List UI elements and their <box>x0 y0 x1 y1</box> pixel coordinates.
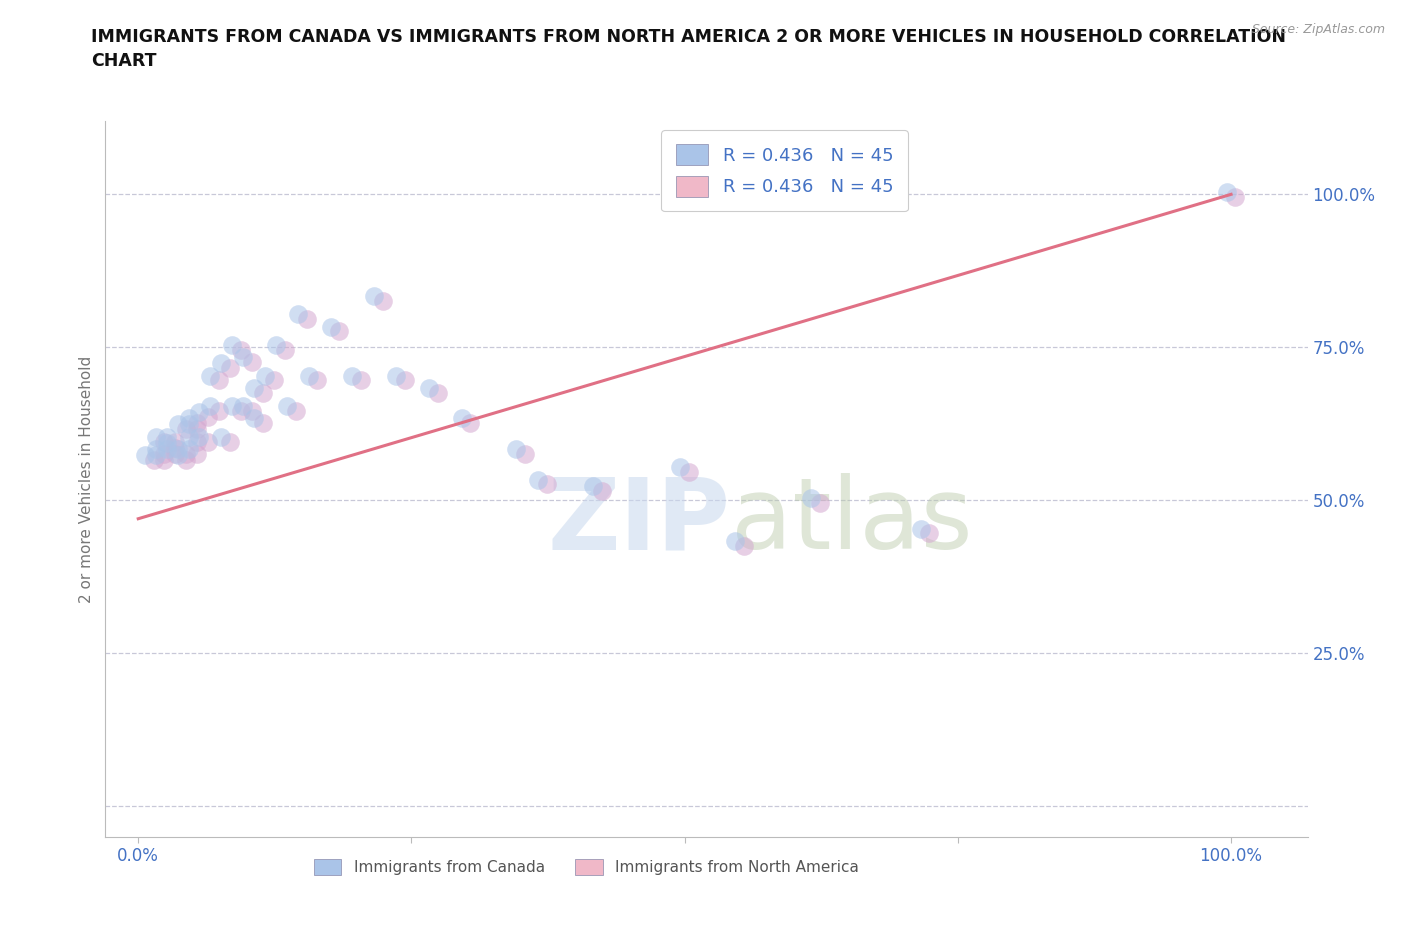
Point <box>287 307 309 322</box>
Point <box>156 435 179 450</box>
Point <box>177 430 200 445</box>
Point <box>669 459 692 474</box>
Point <box>208 373 231 388</box>
Point <box>153 434 176 449</box>
Point <box>165 434 187 449</box>
Point <box>252 385 274 400</box>
Point <box>724 533 747 548</box>
Point <box>221 338 243 352</box>
Point <box>219 434 242 449</box>
Point <box>186 416 208 431</box>
Point <box>536 477 558 492</box>
Point <box>808 496 831 511</box>
Point <box>232 399 254 414</box>
Point <box>229 404 252 418</box>
Point <box>243 380 266 395</box>
Point <box>1215 184 1237 199</box>
Point <box>240 354 263 369</box>
Point <box>176 422 198 437</box>
Point <box>385 368 408 383</box>
Point <box>177 417 200 432</box>
Point <box>200 399 222 414</box>
Point <box>733 538 755 553</box>
Point <box>166 417 188 432</box>
Point <box>394 373 416 388</box>
Point <box>460 416 482 431</box>
Point <box>177 411 200 426</box>
Point <box>527 472 550 487</box>
Point <box>240 404 263 418</box>
Point <box>165 446 187 461</box>
Point <box>197 434 219 449</box>
Point <box>243 411 266 426</box>
Point <box>800 490 823 505</box>
Point <box>1225 190 1247 205</box>
Point <box>910 521 932 536</box>
Text: atlas: atlas <box>731 473 972 570</box>
Point <box>209 356 232 371</box>
Point <box>918 526 941 541</box>
Point <box>298 368 321 383</box>
Point <box>582 478 605 493</box>
Point <box>165 440 187 455</box>
Point <box>153 453 176 468</box>
Point <box>176 446 198 461</box>
Point <box>273 342 295 357</box>
Point <box>253 368 276 383</box>
Text: ZIP: ZIP <box>548 473 731 570</box>
Point <box>252 416 274 431</box>
Point <box>363 288 385 303</box>
Point <box>200 368 222 383</box>
Point <box>295 312 318 326</box>
Point <box>229 342 252 357</box>
Point <box>156 430 179 445</box>
Point <box>197 410 219 425</box>
Point <box>177 442 200 457</box>
Point <box>513 446 536 461</box>
Text: Source: ZipAtlas.com: Source: ZipAtlas.com <box>1251 23 1385 36</box>
Point <box>450 411 472 426</box>
Point <box>342 368 364 383</box>
Point <box>134 447 156 462</box>
Point <box>176 453 198 468</box>
Point <box>371 293 394 308</box>
Point <box>186 422 208 437</box>
Point <box>186 434 208 449</box>
Point <box>186 446 208 461</box>
Point <box>188 405 211 419</box>
Point <box>209 430 232 445</box>
Point <box>678 465 700 480</box>
Point <box>319 319 342 334</box>
Point <box>166 447 188 462</box>
Point <box>418 380 440 395</box>
Text: IMMIGRANTS FROM CANADA VS IMMIGRANTS FROM NORTH AMERICA 2 OR MORE VEHICLES IN HO: IMMIGRANTS FROM CANADA VS IMMIGRANTS FRO… <box>91 28 1286 70</box>
Point <box>307 373 329 388</box>
Point <box>166 442 188 457</box>
Point <box>328 324 350 339</box>
Point <box>156 442 179 457</box>
Point <box>276 399 298 414</box>
Point <box>264 338 287 352</box>
Legend: Immigrants from Canada, Immigrants from North America: Immigrants from Canada, Immigrants from … <box>307 852 866 883</box>
Point <box>591 484 613 498</box>
Point <box>426 385 449 400</box>
Point <box>208 404 231 418</box>
Point <box>145 442 167 457</box>
Y-axis label: 2 or more Vehicles in Household: 2 or more Vehicles in Household <box>79 355 94 603</box>
Point <box>284 404 307 418</box>
Point <box>232 350 254 365</box>
Point <box>219 361 242 376</box>
Point <box>142 453 165 468</box>
Point <box>153 446 176 461</box>
Point <box>145 447 167 462</box>
Point <box>188 430 211 445</box>
Point <box>505 442 527 457</box>
Point <box>263 373 285 388</box>
Point <box>350 373 373 388</box>
Point <box>145 430 167 445</box>
Point <box>221 399 243 414</box>
